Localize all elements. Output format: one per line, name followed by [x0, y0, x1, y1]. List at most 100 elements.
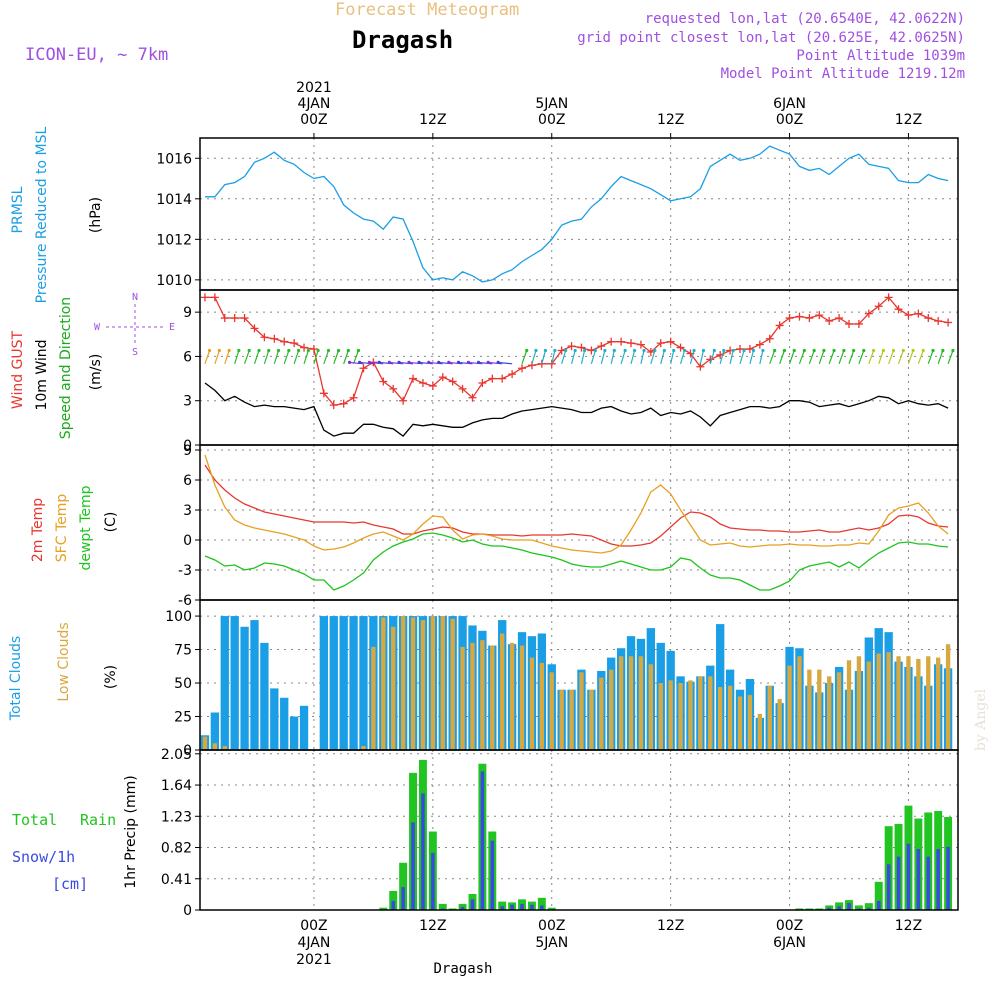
low-cloud-bar	[767, 685, 772, 750]
wind-arrow-head	[582, 348, 587, 353]
top-time-label: 12Z	[419, 112, 446, 128]
wind-arrow-head	[534, 348, 538, 353]
wind-arrow-head	[881, 348, 885, 353]
wind-arrow	[630, 350, 636, 364]
low-cloud-bar	[688, 680, 693, 750]
wind-arrow-head	[227, 348, 231, 353]
gust-marker	[785, 314, 794, 323]
snow-bar	[401, 887, 405, 910]
wind-arrow	[521, 350, 528, 365]
snow-bar	[886, 864, 891, 910]
wind-arrow	[570, 350, 576, 364]
compass-west: W	[94, 322, 101, 333]
wind-arrow	[917, 350, 924, 365]
location-title: Dragash	[352, 26, 453, 54]
gust-marker	[418, 379, 427, 387]
low-cloud-bar	[817, 669, 822, 750]
wind-arrow	[610, 350, 615, 364]
wind-arrow	[419, 361, 433, 365]
low-cloud-bar	[876, 653, 881, 750]
wind-arrow-head	[358, 360, 362, 365]
snow-bar	[490, 840, 495, 910]
gust-marker	[240, 314, 249, 323]
snow-bar	[896, 856, 901, 910]
gust-marker	[736, 345, 745, 354]
snow-bar	[916, 849, 921, 910]
cloud-label-total: Total Clouds	[8, 636, 24, 721]
gust-marker	[656, 339, 665, 348]
bottom-time-label: 12Z	[895, 918, 922, 934]
total-cloud-bar	[260, 642, 269, 750]
wind-arrow	[927, 350, 934, 365]
gust-marker	[627, 339, 636, 348]
low-cloud-bar	[381, 617, 386, 750]
wind-arrow-head	[951, 348, 955, 353]
meteogram-title: Forecast Meteogram	[335, 0, 519, 20]
bottom-time-label: 00Z	[300, 918, 327, 934]
low-cloud-bar	[906, 656, 911, 750]
wind-label-dir: Speed and Direction	[58, 297, 74, 439]
wind-arrow	[818, 350, 825, 365]
pressure-ytick-label: 1014	[156, 192, 192, 208]
temp-ytick-label: -6	[178, 593, 192, 609]
gust-marker	[468, 393, 477, 402]
wind-arrow-head	[267, 348, 271, 353]
low-cloud-bar	[490, 645, 495, 750]
top-time-label: 00Z	[538, 112, 565, 128]
wind-arrow	[438, 361, 453, 365]
gust-marker	[934, 317, 943, 325]
gust-marker	[409, 374, 418, 383]
bottom-time-label: 00Z	[776, 918, 803, 934]
wind-arrow	[224, 350, 230, 364]
low-cloud-bar	[807, 669, 812, 750]
snow-bar	[421, 793, 425, 910]
low-cloud-bar	[569, 689, 574, 750]
wind-arrow	[848, 350, 855, 365]
low-cloud-bar	[708, 676, 713, 750]
low-cloud-bar	[400, 616, 406, 750]
wind-arrow-head	[832, 348, 836, 353]
rain-bar	[399, 862, 408, 910]
snow-bar	[530, 904, 534, 910]
gust-marker	[597, 342, 606, 351]
wind-arrow	[620, 350, 626, 364]
wind-arrow-head	[751, 348, 756, 353]
compass-rose: N S E W	[94, 292, 175, 358]
low-cloud-bar	[678, 683, 683, 750]
gust-line	[205, 296, 949, 406]
wind-arrow-head	[417, 360, 421, 365]
low-cloud-bar	[420, 620, 426, 750]
wind-arrow-head	[346, 348, 350, 353]
gust-marker	[845, 319, 854, 328]
wind-arrow	[888, 350, 895, 365]
gust-marker	[636, 340, 645, 349]
wind-arrow	[640, 350, 645, 364]
low-cloud-bar	[371, 646, 376, 750]
wind-arrow-head	[931, 348, 935, 353]
low-cloud-bar	[470, 642, 475, 750]
wind-arrow	[333, 350, 340, 365]
snow-bar	[926, 856, 931, 910]
gust-marker	[795, 312, 804, 321]
low-cloud-bar	[222, 745, 227, 750]
wind-arrow	[541, 350, 547, 364]
top-time-label: 4JAN	[298, 96, 331, 112]
wind-arrow	[769, 350, 776, 365]
top-time-label: 2021	[296, 80, 332, 96]
pressure-line	[205, 145, 949, 283]
rain-bar	[448, 908, 457, 910]
gust-marker	[775, 321, 784, 330]
wind-arrow-head	[593, 348, 597, 353]
precip-ytick-label: 0.82	[161, 841, 192, 857]
wind-arrow-head	[722, 348, 726, 353]
temp-ytick-label: 0	[183, 533, 192, 549]
precip-label-snow: Snow/1h	[12, 848, 75, 866]
low-cloud-bar	[500, 633, 505, 750]
wind-arrow-head	[701, 348, 706, 353]
gust-marker	[924, 314, 933, 323]
wind-arrow	[561, 350, 567, 364]
wind-ytick-label: 9	[183, 305, 192, 321]
gust-marker	[567, 342, 576, 351]
wind-arrow-head	[543, 348, 548, 353]
wind-arrow	[590, 350, 596, 364]
